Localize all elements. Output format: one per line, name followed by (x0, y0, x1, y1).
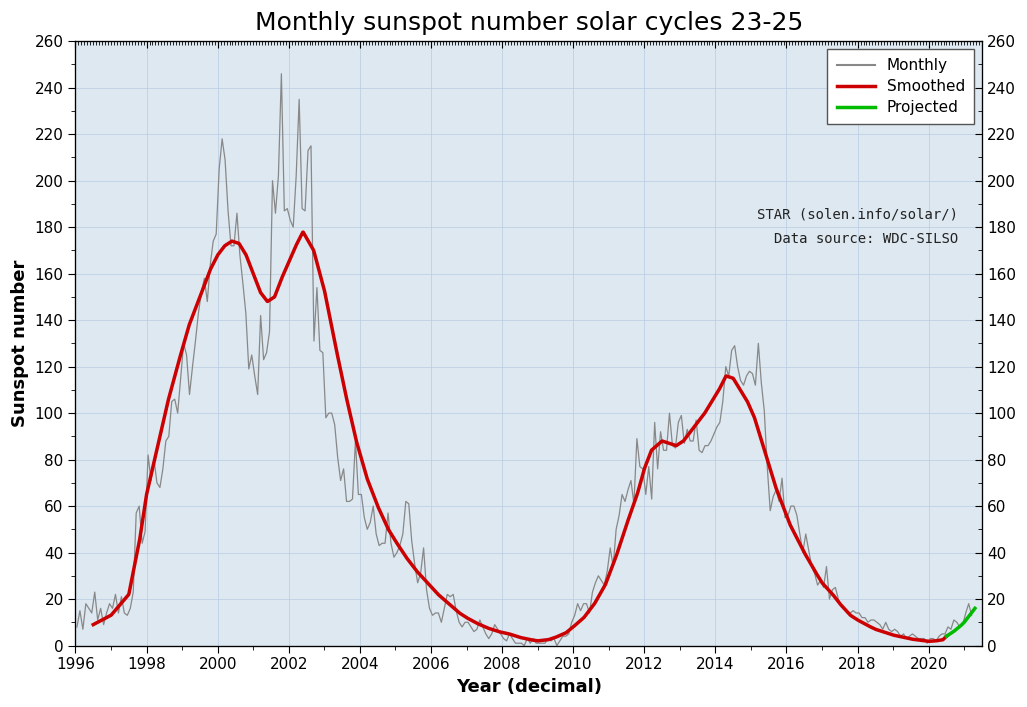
Title: Monthly sunspot number solar cycles 23-25: Monthly sunspot number solar cycles 23-2… (255, 11, 803, 35)
X-axis label: Year (decimal): Year (decimal) (456, 678, 602, 696)
Legend: Monthly, Smoothed, Projected: Monthly, Smoothed, Projected (828, 49, 975, 124)
Text: STAR (solen.info/solar/): STAR (solen.info/solar/) (758, 207, 958, 221)
Text: Data source: WDC-SILSO: Data source: WDC-SILSO (774, 232, 958, 245)
Y-axis label: Sunspot number: Sunspot number (11, 259, 29, 427)
